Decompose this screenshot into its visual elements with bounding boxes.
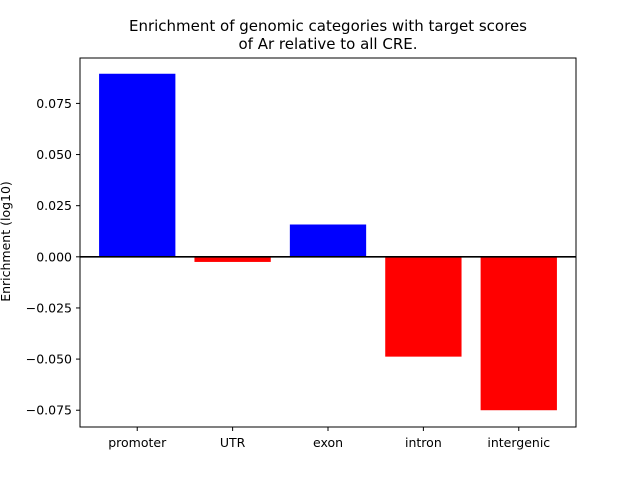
bar-UTR (194, 256, 271, 262)
y-axis: 0.075 0.050 0.025 0.000 −0.025 −0.050 −0.075 (26, 96, 80, 418)
y-axis-label: Enrichment (log10) (0, 181, 13, 302)
y-tick-label: 0.075 (36, 96, 72, 111)
y-tick-label: 0.000 (36, 249, 72, 264)
x-axis: promoter UTR exon intron intergenic (108, 427, 550, 450)
bar-intergenic (480, 256, 557, 411)
x-tick-label: UTR (220, 435, 246, 450)
bar-promoter (99, 73, 176, 257)
bar-exon (289, 224, 367, 257)
y-tick-label: −0.025 (26, 300, 72, 315)
bar-intron (385, 256, 462, 357)
y-tick-label: 0.025 (36, 198, 72, 213)
y-tick-label: −0.050 (26, 352, 72, 367)
x-tick-label: exon (313, 435, 343, 450)
bars-group (99, 73, 557, 411)
x-tick-label: intron (405, 435, 442, 450)
x-tick-label: promoter (108, 435, 167, 450)
y-tick-label: −0.075 (26, 403, 72, 418)
chart-subtitle: of Ar relative to all CRE. (238, 35, 417, 53)
y-tick-label: 0.050 (36, 147, 72, 162)
x-tick-label: intergenic (487, 435, 550, 450)
chart-title: Enrichment of genomic categories with ta… (129, 17, 527, 35)
